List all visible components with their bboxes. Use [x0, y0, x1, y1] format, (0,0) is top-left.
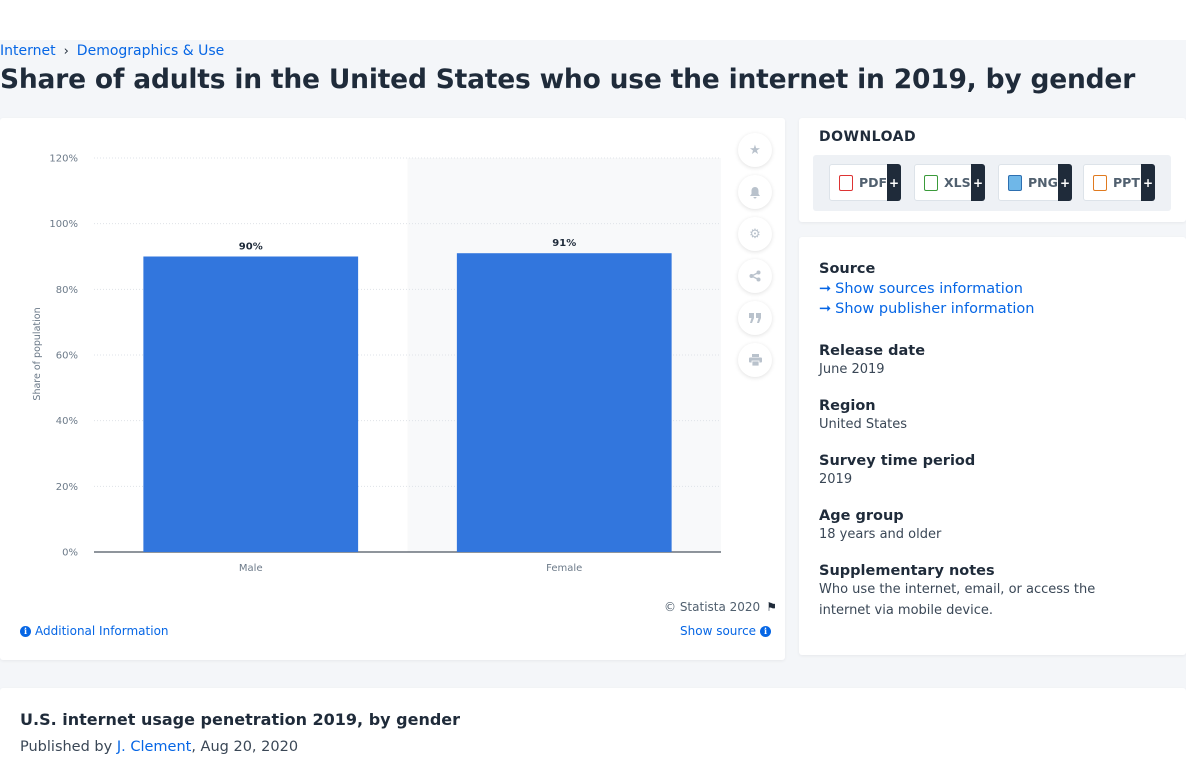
plus-icon[interactable]: +	[1141, 164, 1155, 201]
bell-icon[interactable]	[738, 175, 772, 209]
info-card: Source ➞ Show sources information ➞ Show…	[799, 237, 1186, 655]
bar-chart: 0% 20% 40% 60% 80% 100% 120% 90% Male 91% Female Sh…	[32, 154, 721, 574]
chevron-right-icon: ›	[63, 43, 69, 59]
chart-toolbar: ★ ⚙	[738, 133, 772, 377]
additional-information-label: Additional Information	[35, 624, 169, 638]
published-by: Published by J. Clement, Aug 20, 2020	[20, 739, 298, 755]
region-label: Region	[819, 398, 876, 414]
bar-male	[143, 256, 359, 552]
download-bar: PDF + XLS + PNG + PPT +	[813, 155, 1171, 211]
copyright: © Statista 2020 ⚑	[664, 600, 777, 614]
survey-section: Survey time period 2019	[819, 453, 975, 490]
statistic-summary-card: U.S. internet usage penetration 2019, by…	[0, 688, 1186, 760]
xls-file-icon	[924, 174, 938, 191]
show-publisher-label: Show publisher information	[835, 301, 1035, 317]
breadcrumb: Internet › Demographics & Use	[0, 43, 224, 59]
quote-icon[interactable]	[738, 301, 772, 335]
y-tick-label: 60%	[56, 351, 78, 362]
chart-card: 0% 20% 40% 60% 80% 100% 120% 90% Male 91% Female Sh…	[0, 118, 785, 660]
release-section: Release date June 2019	[819, 343, 925, 380]
breadcrumb-demographics[interactable]: Demographics & Use	[76, 43, 225, 59]
top-header-bar	[0, 0, 1186, 40]
star-icon[interactable]: ★	[738, 133, 772, 167]
published-by-label: Published by	[20, 739, 117, 755]
age-value: 18 years and older	[819, 527, 942, 542]
show-sources-link[interactable]: ➞ Show sources information	[819, 281, 1034, 297]
ppt-file-icon	[1093, 174, 1107, 191]
bar-female	[456, 253, 672, 552]
notes-section: Supplementary notes Who use the internet…	[819, 563, 1149, 621]
source-section: Source ➞ Show sources information ➞ Show…	[819, 261, 1034, 317]
y-tick-label: 40%	[56, 416, 78, 427]
x-tick-label: Male	[239, 563, 263, 574]
png-file-icon	[1008, 174, 1022, 191]
show-source-label: Show source	[680, 624, 757, 638]
region-value: United States	[819, 417, 908, 432]
publish-date: , Aug 20, 2020	[191, 739, 299, 755]
show-publisher-link[interactable]: ➞ Show publisher information	[819, 301, 1034, 317]
y-axis-title: Share of population	[32, 307, 43, 400]
download-xls-label: XLS	[944, 175, 971, 190]
download-png-button[interactable]: PNG +	[998, 164, 1072, 201]
show-source-link[interactable]: Show source i	[680, 624, 772, 638]
share-icon[interactable]	[738, 259, 772, 293]
arrow-right-icon: ➞	[819, 301, 832, 317]
download-pdf-label: PDF	[859, 175, 888, 190]
breadcrumb-internet[interactable]: Internet	[0, 43, 56, 59]
copyright-text: © Statista 2020	[664, 600, 761, 614]
age-label: Age group	[819, 508, 904, 524]
download-heading: DOWNLOAD	[819, 129, 917, 145]
page-title: Share of adults in the United States who…	[0, 64, 1136, 95]
data-label: 90%	[239, 242, 263, 253]
y-tick-label: 100%	[49, 219, 78, 230]
survey-label: Survey time period	[819, 453, 976, 469]
y-tick-label: 80%	[56, 285, 78, 296]
flag-icon[interactable]: ⚑	[766, 600, 777, 614]
download-xls-button[interactable]: XLS +	[914, 164, 985, 201]
y-tick-label: 120%	[49, 154, 78, 165]
plus-icon[interactable]: +	[1058, 164, 1072, 201]
download-pdf-button[interactable]: PDF +	[829, 164, 901, 201]
release-label: Release date	[819, 343, 926, 359]
notes-value: Who use the internet, email, or access t…	[819, 582, 1096, 618]
plus-icon[interactable]: +	[887, 164, 901, 201]
download-png-label: PNG	[1028, 175, 1058, 190]
release-value: June 2019	[819, 362, 885, 377]
print-icon[interactable]	[738, 343, 772, 377]
additional-information-link[interactable]: i Additional Information	[20, 624, 169, 638]
info-icon: i	[20, 625, 31, 637]
show-sources-label: Show sources information	[835, 281, 1023, 297]
author-link[interactable]: J. Clement	[116, 739, 192, 755]
download-ppt-button[interactable]: PPT +	[1083, 164, 1155, 201]
download-ppt-label: PPT	[1113, 175, 1140, 190]
pdf-file-icon	[839, 174, 853, 191]
survey-value: 2019	[819, 472, 853, 487]
info-icon: i	[760, 625, 772, 637]
plus-icon[interactable]: +	[971, 164, 985, 201]
download-card: DOWNLOAD PDF + XLS + PNG + PPT +	[799, 118, 1186, 222]
x-tick-label: Female	[546, 563, 582, 574]
data-label: 91%	[552, 238, 576, 249]
arrow-right-icon: ➞	[819, 281, 832, 297]
source-label: Source	[819, 261, 876, 277]
notes-label: Supplementary notes	[819, 563, 995, 579]
y-tick-label: 0%	[62, 548, 78, 559]
statistic-title: U.S. internet usage penetration 2019, by…	[20, 710, 461, 729]
age-section: Age group 18 years and older	[819, 508, 941, 545]
region-section: Region United States	[819, 398, 907, 435]
y-tick-label: 20%	[56, 482, 78, 493]
gear-icon[interactable]: ⚙	[738, 217, 772, 251]
